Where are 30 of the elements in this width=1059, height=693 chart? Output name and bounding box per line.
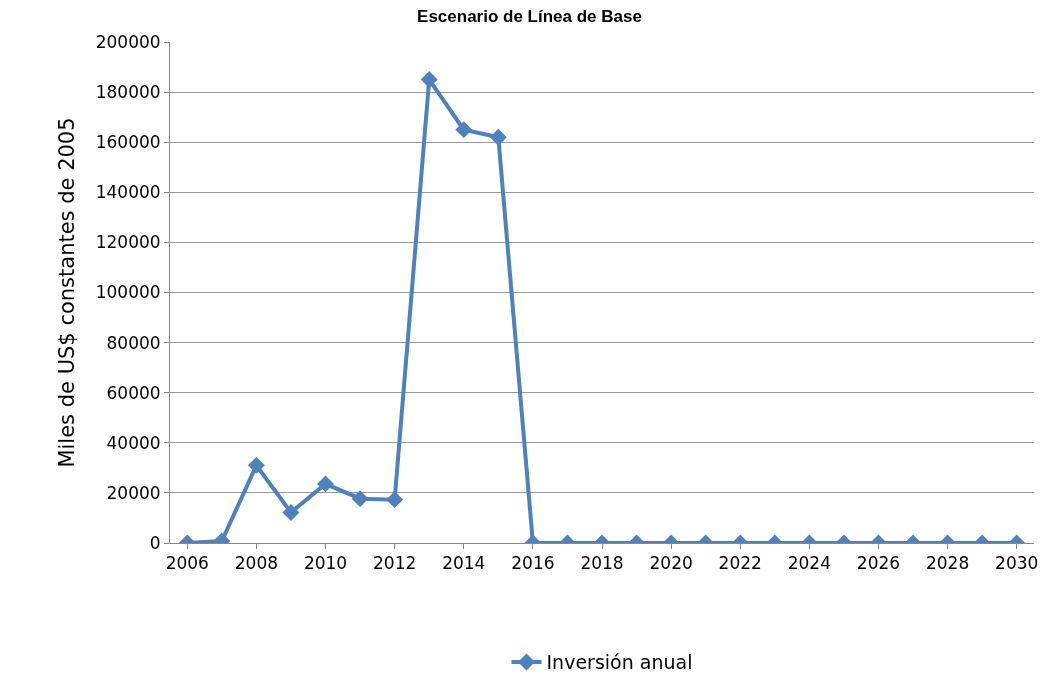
chart-title: Escenario de Línea de Base <box>417 7 642 27</box>
legend-label: Inversión anual <box>546 651 693 674</box>
point <box>455 121 473 139</box>
y-tick-label: 20000 <box>106 482 161 503</box>
y-tick-label: 200000 <box>95 31 161 52</box>
x-tick-label: 2030 <box>995 553 1039 574</box>
x-tick-label: 2020 <box>649 553 693 574</box>
x-tick-label: 2018 <box>580 553 624 574</box>
y-tick-label: 100000 <box>95 282 161 303</box>
x-tick-label: 2026 <box>856 553 901 574</box>
y-tick-label: 160000 <box>95 132 161 153</box>
x-tick-label: 2012 <box>373 553 417 574</box>
y-tick-label: 60000 <box>106 382 161 403</box>
x-tick-label: 2024 <box>787 553 831 574</box>
y-axis-title: Miles de US$ constantes de 2005 <box>54 117 79 468</box>
y-tick-label: 180000 <box>95 82 161 103</box>
x-tick-label: 2008 <box>234 553 279 574</box>
x-tick-label: 2014 <box>442 553 486 574</box>
y-tick-label: 40000 <box>106 432 161 453</box>
y-tick-label: 80000 <box>106 332 161 353</box>
x-tick-label: 2022 <box>718 553 762 574</box>
y-tick-label: 140000 <box>95 182 161 203</box>
point <box>489 128 507 146</box>
x-tick-label: 2028 <box>925 553 970 574</box>
point <box>420 71 438 89</box>
y-tick-label: 0 <box>149 532 161 553</box>
x-tick-label: 2006 <box>165 553 209 574</box>
x-tick-label: 2016 <box>511 553 555 574</box>
y-tick-label: 120000 <box>95 232 161 253</box>
x-tick-label: 2010 <box>303 553 348 574</box>
